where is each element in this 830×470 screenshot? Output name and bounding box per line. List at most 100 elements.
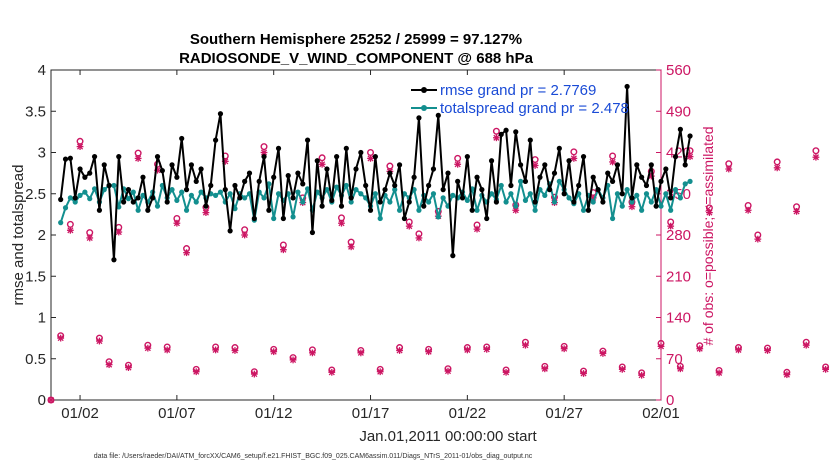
series-point-rmse — [271, 174, 277, 180]
series-point-rmse — [440, 187, 446, 193]
series-point-rmse — [677, 126, 683, 132]
assimilated-obs-point — [444, 367, 452, 375]
y2-tick-label: 70 — [666, 351, 683, 368]
series-lines — [58, 83, 693, 263]
series-point-totalspread — [643, 191, 650, 197]
series-point-totalspread — [372, 191, 378, 197]
series-point-rmse — [643, 182, 650, 189]
assimilated-obs-point — [657, 342, 665, 350]
series-point-totalspread — [348, 199, 354, 205]
assimilated-obs-point — [396, 347, 403, 354]
assimilated-obs-point — [522, 341, 529, 349]
y-tick-label: 3 — [38, 145, 46, 162]
series-point-rmse — [455, 178, 461, 184]
y-tick-label: 4 — [38, 62, 46, 79]
series-point-rmse — [488, 158, 495, 164]
series-point-rmse — [629, 195, 635, 201]
assimilated-obs-point — [241, 231, 249, 239]
series-point-rmse — [203, 203, 209, 209]
assimilated-obs-point — [144, 344, 152, 352]
assimilated-obs-point — [405, 222, 413, 230]
assimilated-obs-point — [202, 209, 210, 217]
assimilated-obs-point — [270, 348, 278, 356]
series-point-totalspread — [217, 189, 224, 195]
series-point-rmse — [188, 162, 194, 168]
assimilated-obs-point — [502, 368, 510, 376]
series-point-rmse — [251, 215, 257, 222]
assimilated-obs-point — [376, 368, 384, 376]
series-point-totalspread — [542, 192, 548, 198]
series-point-rmse — [474, 174, 480, 180]
series-point-rmse — [382, 187, 388, 193]
series-point-rmse — [600, 199, 606, 205]
series-point-rmse — [150, 195, 156, 201]
assimilated-obs-point — [115, 228, 123, 236]
series-point-totalspread — [580, 207, 587, 213]
series-point-totalspread — [609, 215, 616, 222]
assimilated-obs-point — [125, 364, 132, 371]
series-point-totalspread — [629, 199, 635, 205]
series-point-totalspread — [527, 191, 533, 197]
assimilated-obs-point — [134, 154, 142, 162]
series-point-rmse — [571, 199, 577, 205]
series-point-rmse — [72, 195, 78, 201]
assimilated-obs-point — [822, 365, 830, 373]
possible-obs-point — [812, 147, 820, 155]
series-point-rmse — [619, 191, 625, 197]
series-point-rmse — [469, 207, 475, 213]
series-point-rmse — [624, 83, 630, 90]
series-point-rmse — [256, 178, 262, 184]
series-point-totalspread — [125, 196, 132, 202]
series-point-totalspread — [624, 187, 630, 193]
series-point-rmse — [154, 154, 161, 160]
series-point-totalspread — [450, 192, 456, 198]
series-point-totalspread — [513, 203, 519, 209]
series-point-rmse — [614, 162, 621, 168]
series-point-totalspread — [62, 205, 69, 211]
series-point-totalspread — [687, 178, 693, 184]
chart-title: Southern Hemisphere 25252 / 25999 = 97.1… — [190, 31, 522, 48]
y2-tick-label: 140 — [666, 310, 691, 327]
assimilated-obs-point — [618, 365, 626, 373]
series-point-rmse — [527, 137, 533, 143]
series-point-rmse — [227, 228, 233, 234]
assimilated-obs-point — [96, 337, 103, 345]
series-point-rmse — [334, 154, 340, 160]
x-tick-label: 01/22 — [449, 405, 487, 422]
series-point-totalspread — [392, 187, 398, 193]
y-tick-label: 2 — [38, 227, 46, 244]
series-point-rmse — [663, 166, 669, 172]
series-point-totalspread — [590, 199, 596, 205]
possible-obs-point — [570, 148, 578, 156]
chart-subtitle: RADIOSONDE_V_WIND_COMPONENT @ 688 hPa — [179, 50, 534, 67]
assimilated-obs-point — [706, 209, 713, 217]
series-point-rmse — [556, 145, 562, 151]
assimilated-obs-point — [183, 249, 190, 257]
series-point-totalspread — [396, 207, 403, 213]
series-point-totalspread — [193, 199, 199, 205]
assimilated-obs-point — [163, 346, 171, 354]
series-point-rmse — [179, 135, 185, 142]
series-point-rmse — [421, 203, 427, 209]
x-axis-label: Jan.01,2011 00:00:00 start — [359, 428, 537, 445]
series-point-totalspread — [416, 207, 422, 213]
series-point-totalspread — [566, 195, 572, 201]
assimilated-obs-point — [793, 208, 800, 215]
assimilated-obs-point — [686, 153, 694, 161]
series-point-totalspread — [77, 192, 83, 198]
series-point-totalspread — [242, 195, 248, 201]
series-point-rmse — [246, 170, 253, 176]
series-point-rmse — [464, 154, 470, 160]
series-point-totalspread — [464, 197, 470, 203]
series-point-rmse — [387, 170, 393, 176]
series-point-rmse — [169, 162, 175, 168]
series-point-totalspread — [183, 207, 190, 213]
y2-tick-label: 560 — [666, 62, 691, 79]
series-point-totalspread — [668, 207, 674, 213]
series-point-rmse — [62, 156, 69, 162]
assimilated-obs-point — [764, 347, 771, 354]
series-point-rmse — [363, 182, 369, 189]
series-point-totalspread — [82, 189, 88, 195]
series-point-totalspread — [91, 186, 98, 192]
